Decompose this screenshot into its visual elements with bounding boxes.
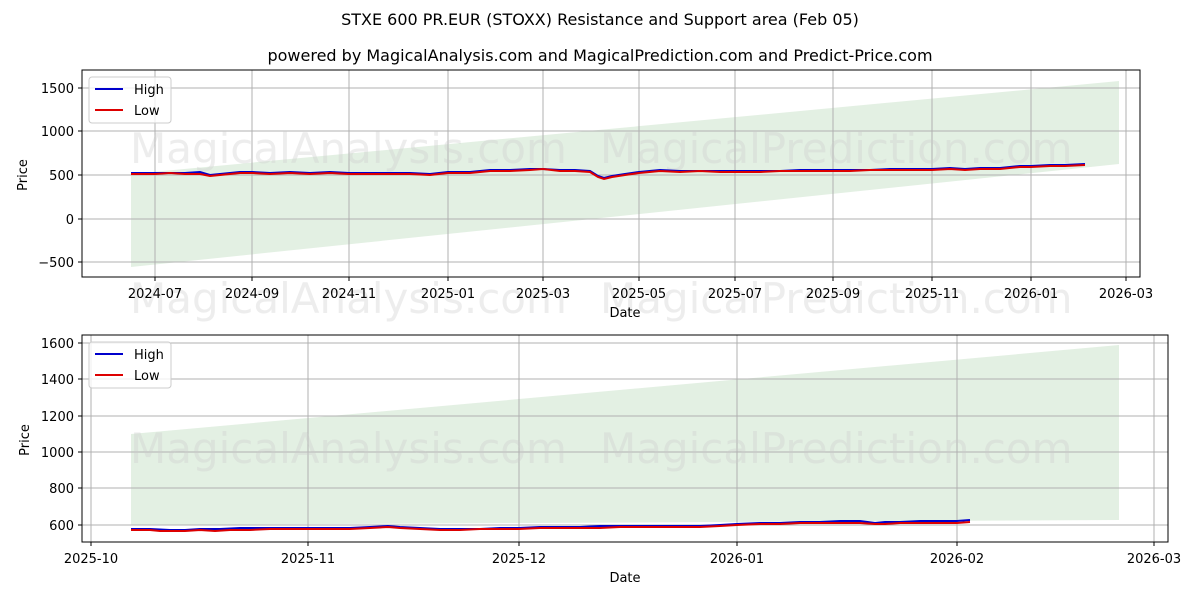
chart-subtitle: powered by MagicalAnalysis.com and Magic… <box>267 46 933 65</box>
top-y-tick-label: 500 <box>49 169 74 184</box>
legend-low-label: Low <box>134 104 160 119</box>
chart-title: STXE 600 PR.EUR (STOXX) Resistance and S… <box>341 10 859 29</box>
top-axes-frame <box>81 69 1141 278</box>
bottom-axes-frame <box>81 334 1169 543</box>
bottom-x-axis-label: Date <box>609 571 640 586</box>
top-x-axis-label: Date <box>609 306 640 321</box>
top-x-tick-label: 2024-07 <box>128 287 182 302</box>
bottom-y-tick-label: 600 <box>49 519 74 534</box>
top-x-tick-label: 2026-01 <box>1004 287 1058 302</box>
bottom-y-tick-label: 800 <box>49 482 74 497</box>
bottom-x-tick-label: 2026-02 <box>930 552 984 567</box>
top-x-tick-label: 2025-09 <box>806 287 860 302</box>
legend-high-label: High <box>134 348 164 363</box>
top-y-tick-label: 1500 <box>41 82 74 97</box>
watermark-prediction-2: MagicalPrediction.com <box>600 274 1073 323</box>
top-x-tick-label: 2025-01 <box>421 287 475 302</box>
top-y-tick-label: 0 <box>66 213 74 228</box>
bottom-x-tick-label: 2025-11 <box>281 552 335 567</box>
top-low-line <box>131 164 1086 181</box>
top-y-ticks <box>78 87 82 263</box>
bottom-legend: High Low <box>88 341 172 389</box>
top-x-tick-label: 2025-05 <box>612 287 666 302</box>
bottom-y-axis-label: Price <box>18 424 33 456</box>
top-legend: High Low <box>88 76 172 124</box>
top-x-tick-label: 2024-09 <box>225 287 279 302</box>
bottom-y-ticks <box>78 342 82 526</box>
bottom-x-tick-label: 2026-01 <box>710 552 764 567</box>
bottom-x-tick-label: 2025-12 <box>492 552 546 567</box>
watermark-prediction-3: MagicalPrediction.com <box>600 424 1073 473</box>
bottom-y-tick-label: 1000 <box>41 446 74 461</box>
legend-high-label: High <box>134 83 164 98</box>
bottom-grid <box>82 335 1168 542</box>
watermark-analysis-2: MagicalAnalysis.com <box>130 274 567 323</box>
bottom-x-ticks <box>90 542 1155 546</box>
bottom-y-tick-label: 1200 <box>41 410 74 425</box>
bottom-x-tick-label: 2026-03 <box>1127 552 1181 567</box>
legend-low-label: Low <box>134 369 160 384</box>
watermark-prediction: MagicalPrediction.com <box>600 124 1073 173</box>
bottom-y-tick-label: 1400 <box>41 373 74 388</box>
bottom-y-tick-label: 1600 <box>41 337 74 352</box>
top-x-ticks <box>154 277 1127 281</box>
top-y-tick-label: 1000 <box>41 125 74 140</box>
top-x-tick-label: 2025-03 <box>516 287 570 302</box>
bottom-chart: MagicalAnalysis.com MagicalPrediction.co… <box>18 334 1181 586</box>
bottom-low-line <box>131 521 971 533</box>
top-y-tick-label: −500 <box>38 256 74 271</box>
top-x-tick-label: 2025-07 <box>708 287 762 302</box>
top-x-tick-label: 2025-11 <box>905 287 959 302</box>
bottom-x-tick-label: 2025-10 <box>64 552 118 567</box>
top-chart: MagicalAnalysis.com MagicalPrediction.co… <box>16 69 1153 323</box>
watermark-analysis: MagicalAnalysis.com <box>130 124 567 173</box>
top-x-tick-label: 2026-03 <box>1099 287 1153 302</box>
top-y-axis-label: Price <box>16 159 31 191</box>
bottom-support-resistance-band <box>131 345 1119 525</box>
top-x-tick-label: 2024-11 <box>322 287 376 302</box>
watermark-analysis-3: MagicalAnalysis.com <box>130 424 567 473</box>
top-grid <box>82 70 1140 277</box>
